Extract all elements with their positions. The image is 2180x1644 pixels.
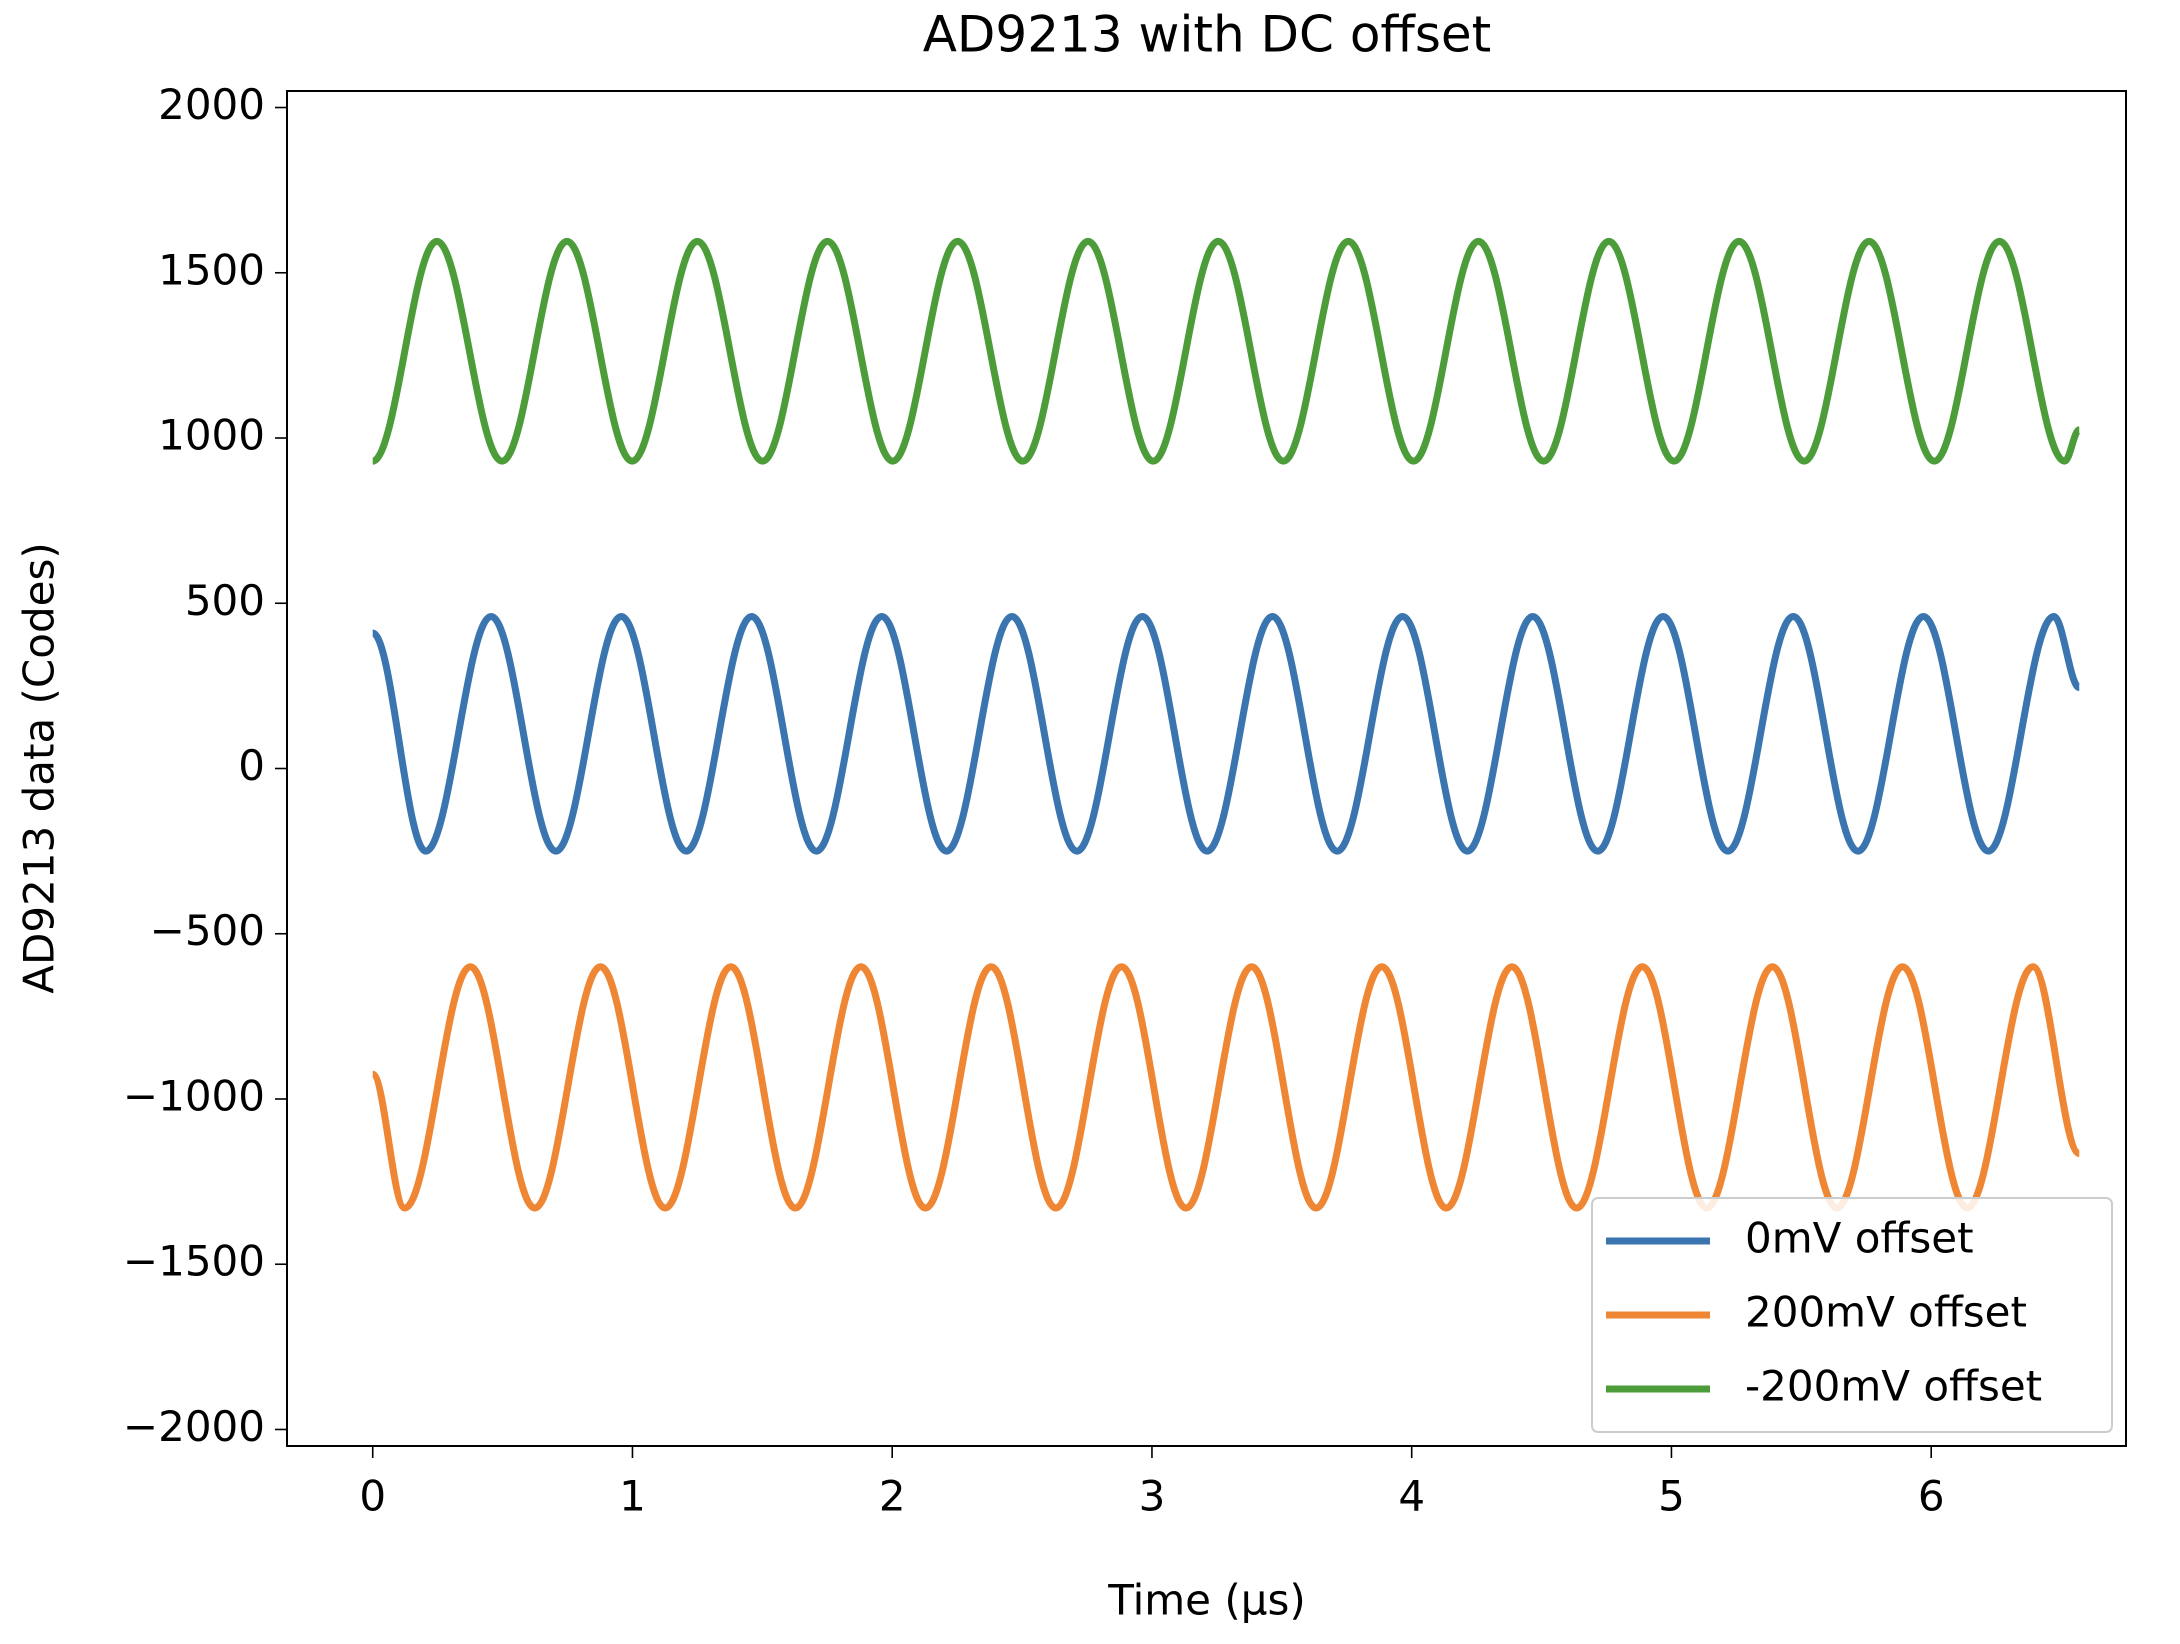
legend-box <box>1591 1197 2113 1433</box>
y-tick-label: 1000 <box>158 411 265 460</box>
series-line <box>369 963 2082 1212</box>
y-tick-label: −2000 <box>123 1402 265 1451</box>
x-tick-label: 3 <box>1139 1472 1166 1521</box>
y-tick-label: −500 <box>150 906 265 955</box>
x-tick-label: 1 <box>619 1472 646 1521</box>
x-tick-label: 5 <box>1658 1472 1685 1521</box>
y-tick-label: 2000 <box>158 80 265 129</box>
x-tick-label: 4 <box>1398 1472 1425 1521</box>
x-axis-label: Time (μs) <box>1107 1576 1306 1625</box>
x-tick-label: 2 <box>879 1472 906 1521</box>
y-tick-label: 0 <box>238 741 265 790</box>
legend-label: 0mV offset <box>1745 1214 1974 1263</box>
x-tick-label: 0 <box>359 1472 386 1521</box>
y-tick-label: −1000 <box>123 1071 265 1120</box>
x-tick-label: 6 <box>1918 1472 1945 1521</box>
legend-label: 200mV offset <box>1745 1288 2027 1337</box>
legend: 0mV offset 200mV offset -200mV offset <box>1591 1197 2113 1433</box>
series-line <box>371 237 2082 465</box>
chart-title: AD9213 with DC offset <box>923 6 1492 64</box>
y-tick-label: 1500 <box>158 245 265 294</box>
plot-frame <box>286 90 2127 1447</box>
legend-label: -200mV offset <box>1745 1362 2042 1411</box>
y-axis-label: AD9213 data (Codes) <box>15 542 64 993</box>
series-line <box>370 612 2082 855</box>
y-tick-label: −1500 <box>123 1237 265 1286</box>
y-tick-label: 500 <box>185 576 265 625</box>
